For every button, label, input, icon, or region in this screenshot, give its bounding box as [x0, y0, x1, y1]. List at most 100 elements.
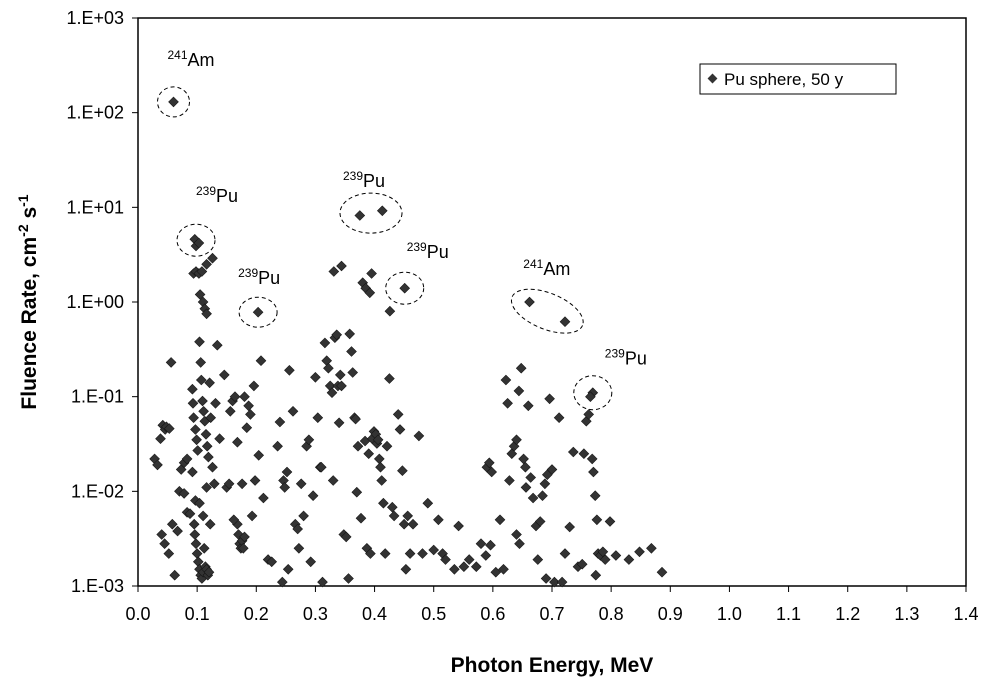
data-point — [187, 383, 198, 395]
data-point — [564, 521, 576, 533]
data-point — [379, 548, 391, 559]
data-point — [334, 369, 346, 381]
data-point — [588, 466, 599, 478]
data-point — [223, 478, 235, 490]
data-point — [188, 518, 200, 530]
data-point — [352, 440, 364, 452]
x-tick-label: 0.4 — [362, 604, 387, 624]
data-point — [155, 433, 166, 445]
data-point — [205, 412, 217, 424]
data-point — [375, 461, 386, 473]
data-point — [282, 563, 294, 575]
data-point — [610, 550, 622, 561]
data-point — [440, 554, 451, 565]
data-point — [376, 475, 388, 486]
y-tick-label: 1.E+03 — [66, 8, 124, 28]
data-point — [310, 371, 321, 383]
data-point — [576, 558, 588, 570]
data-point — [315, 461, 327, 473]
data-point — [278, 475, 289, 486]
data-point — [354, 210, 366, 221]
y-tick-label: 1.E-02 — [71, 481, 124, 501]
legend-box — [699, 63, 897, 95]
data-point — [228, 514, 240, 526]
data-point — [184, 508, 196, 520]
data-point — [336, 380, 347, 392]
data-point — [347, 367, 359, 378]
data-point — [293, 542, 305, 554]
data-point — [152, 459, 163, 471]
annotation-label: 239Pu — [238, 266, 280, 288]
data-point — [281, 466, 293, 478]
data-point — [274, 416, 286, 428]
data-point — [236, 478, 248, 490]
x-axis-title: Photon Energy, MeV — [451, 654, 654, 677]
data-point — [191, 548, 203, 559]
y-tick-label: 1.E+01 — [66, 197, 124, 217]
y-axis-title: Fluence Rate, cm-2 s-1 — [15, 194, 41, 409]
annotation-ellipse — [385, 271, 425, 305]
data-point — [502, 397, 513, 409]
data-point — [272, 440, 283, 452]
data-point — [203, 566, 215, 578]
data-point — [388, 510, 400, 522]
data-point — [559, 316, 571, 328]
data-point — [559, 548, 571, 559]
data-point — [518, 453, 529, 465]
data-point — [333, 417, 345, 429]
data-point — [546, 464, 558, 475]
data-point — [195, 374, 207, 386]
data-point — [514, 538, 525, 550]
data-point — [188, 412, 199, 424]
data-point — [363, 448, 375, 460]
y-axis-ticks: 1.E-03 1.E-02 1.E-01 1.E+00 1.E+01 1.E+02 1.E+… — [66, 8, 138, 596]
annotation-label: 241Am — [523, 257, 570, 279]
x-tick-label: 1.3 — [894, 604, 919, 624]
x-tick-label: 0.1 — [185, 604, 210, 624]
data-point — [378, 497, 389, 509]
data-point — [292, 523, 304, 535]
y-tick-label: 1.E+02 — [66, 103, 124, 123]
data-point — [513, 385, 525, 397]
data-point — [287, 405, 299, 417]
annotation-ellipse — [339, 192, 403, 234]
x-tick-label: 1.0 — [717, 604, 742, 624]
data-point — [556, 576, 568, 588]
data-point — [498, 563, 509, 575]
data-point — [166, 518, 178, 530]
data-point — [295, 478, 307, 490]
data-point — [656, 566, 668, 578]
legend: Pu sphere, 50 y — [699, 63, 897, 95]
data-point — [241, 422, 253, 434]
y-tick-label: 1.E-01 — [71, 387, 124, 407]
data-point — [204, 377, 215, 389]
data-point — [303, 434, 315, 446]
data-point — [187, 397, 199, 409]
data-point — [178, 488, 190, 499]
data-point — [163, 423, 175, 434]
data-point — [515, 362, 527, 374]
data-point — [384, 305, 396, 317]
data-point — [253, 449, 265, 461]
data-point — [305, 556, 317, 568]
annotation-label: 239Pu — [407, 240, 449, 262]
data-point — [239, 531, 250, 543]
data-point — [165, 357, 177, 368]
data-point — [586, 453, 598, 465]
data-point — [344, 328, 356, 340]
data-point — [384, 373, 395, 384]
data-point — [585, 391, 596, 403]
data-point — [197, 510, 209, 522]
data-point — [224, 405, 236, 417]
data-point — [163, 548, 175, 559]
data-point — [407, 518, 419, 530]
data-point — [599, 554, 611, 565]
data-point — [190, 538, 202, 550]
data-point — [192, 445, 204, 456]
data-point — [413, 430, 425, 442]
data-point — [486, 466, 498, 478]
data-point — [537, 490, 548, 502]
data-point — [246, 510, 258, 522]
x-tick-label: 0.5 — [421, 604, 446, 624]
data-point — [248, 380, 260, 392]
